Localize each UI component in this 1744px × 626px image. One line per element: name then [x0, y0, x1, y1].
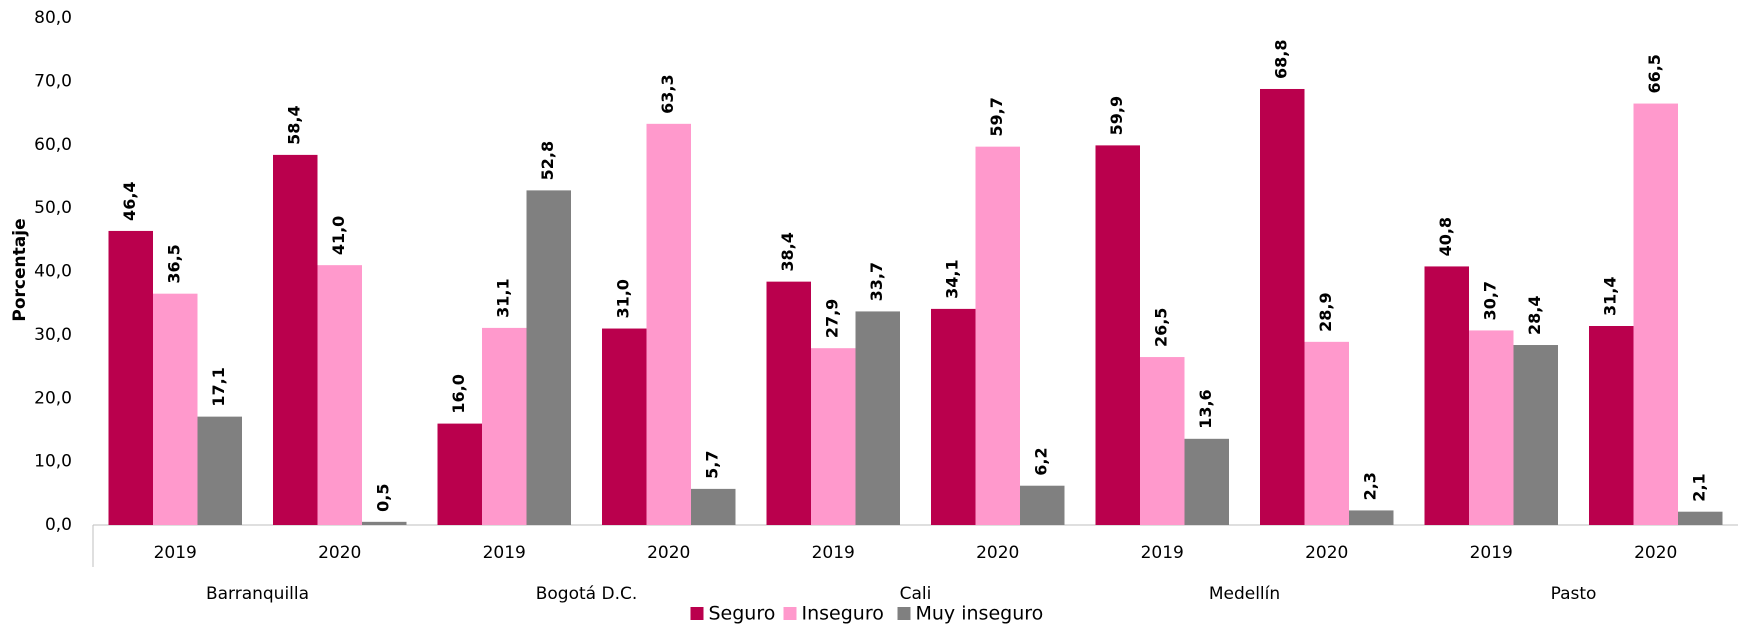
x-tick-label: 2020 — [647, 543, 690, 563]
y-tick-label: 80,0 — [34, 8, 72, 28]
legend-label: Muy inseguro — [916, 603, 1044, 625]
data-label: 31,0 — [614, 279, 633, 318]
y-axis-title: Porcentaje — [10, 218, 30, 321]
data-label: 17,1 — [209, 367, 228, 406]
bar — [811, 348, 856, 525]
data-label: 31,4 — [1601, 277, 1620, 316]
y-tick-label: 10,0 — [34, 452, 72, 472]
bar — [1633, 103, 1678, 526]
bar — [108, 230, 153, 525]
x-tick-label: 2020 — [318, 543, 361, 563]
data-label: 28,9 — [1316, 292, 1335, 331]
bar — [1589, 326, 1634, 525]
x-tick-label: 2019 — [1470, 543, 1513, 563]
legend-swatch — [897, 607, 911, 620]
data-label: 41,0 — [329, 216, 348, 255]
bar — [1184, 438, 1229, 525]
bar — [975, 146, 1020, 525]
bar — [646, 123, 691, 526]
x-tick-label: 2019 — [154, 543, 197, 563]
data-label: 5,7 — [703, 451, 722, 479]
bar — [1513, 345, 1558, 525]
group-label: Medellín — [1209, 584, 1280, 604]
x-tick-label: 2020 — [976, 543, 1019, 563]
bar — [1424, 266, 1469, 525]
bar — [197, 416, 242, 525]
data-label: 2,3 — [1361, 472, 1380, 500]
bar — [273, 154, 318, 525]
y-tick-label: 50,0 — [34, 198, 72, 218]
legend-swatch — [690, 607, 704, 620]
bar — [1349, 510, 1394, 525]
data-label: 36,5 — [165, 244, 184, 283]
y-tick-label: 0,0 — [45, 515, 72, 535]
data-label: 0,5 — [374, 483, 393, 511]
y-tick-label: 20,0 — [34, 388, 72, 408]
y-tick-label: 60,0 — [34, 135, 72, 155]
bar — [1469, 330, 1514, 525]
data-label: 16,0 — [449, 374, 468, 413]
data-label: 63,3 — [658, 74, 677, 113]
legend-swatch — [783, 607, 797, 620]
data-label: 30,7 — [1481, 281, 1500, 320]
bar — [526, 190, 571, 525]
legend-label: Seguro — [709, 603, 776, 625]
data-label: 28,4 — [1525, 296, 1544, 335]
x-tick-label: 2019 — [812, 543, 855, 563]
data-label: 58,4 — [285, 105, 304, 144]
bar — [602, 328, 647, 525]
data-label: 13,6 — [1196, 389, 1215, 428]
data-label: 59,9 — [1107, 96, 1126, 135]
bar — [482, 327, 527, 525]
legend-label: Inseguro — [802, 603, 884, 625]
group-label: Bogotá D.C. — [536, 584, 638, 604]
data-label: 66,5 — [1645, 54, 1664, 93]
y-tick-label: 70,0 — [34, 71, 72, 91]
data-label: 2,1 — [1690, 473, 1709, 501]
x-tick-label: 2020 — [1305, 543, 1348, 563]
bar — [1304, 341, 1349, 525]
y-tick-label: 30,0 — [34, 325, 72, 345]
bar — [1678, 511, 1723, 525]
x-tick-label: 2019 — [483, 543, 526, 563]
data-label: 33,7 — [867, 262, 886, 301]
x-tick-label: 2020 — [1634, 543, 1677, 563]
group-label: Pasto — [1551, 584, 1597, 604]
group-label: Barranquilla — [206, 584, 309, 604]
bar — [1260, 88, 1305, 525]
group-label: Cali — [900, 584, 932, 604]
data-label: 6,2 — [1032, 447, 1051, 475]
data-label: 38,4 — [778, 232, 797, 271]
bar — [931, 308, 976, 525]
bar — [1095, 145, 1140, 526]
data-label: 68,8 — [1272, 39, 1291, 78]
data-label: 46,4 — [120, 181, 139, 220]
data-label: 31,1 — [494, 278, 513, 317]
bar — [691, 488, 736, 525]
data-label: 26,5 — [1152, 308, 1171, 347]
bar — [317, 265, 362, 525]
bar — [153, 293, 198, 525]
bar — [362, 521, 407, 525]
data-label: 34,1 — [943, 259, 962, 298]
data-label: 52,8 — [538, 141, 557, 180]
data-label: 59,7 — [987, 97, 1006, 136]
x-tick-label: 2019 — [1141, 543, 1184, 563]
y-tick-label: 40,0 — [34, 262, 72, 282]
bar — [1140, 357, 1185, 525]
bar — [1020, 485, 1065, 525]
data-label: 40,8 — [1436, 217, 1455, 256]
bar — [437, 423, 482, 525]
bar — [766, 281, 811, 525]
data-label: 27,9 — [823, 299, 842, 338]
bar — [855, 311, 900, 525]
